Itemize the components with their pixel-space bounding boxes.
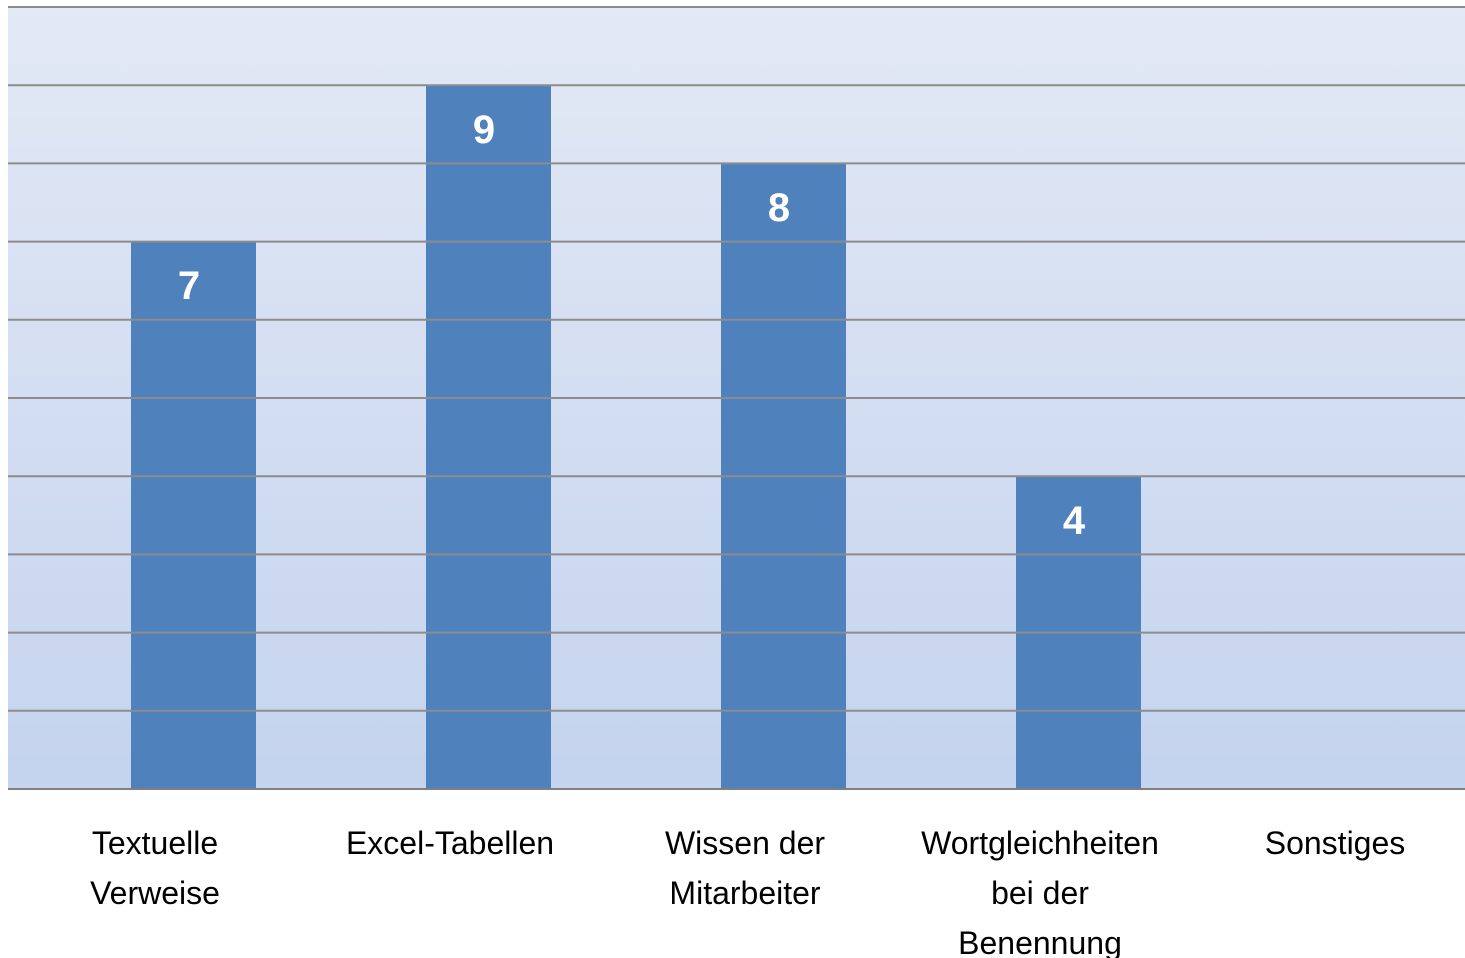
x-tick-label: Excel-Tabellen (345, 825, 555, 861)
x-tick-label: Textuelle Verweise (90, 825, 220, 911)
bar (131, 241, 256, 790)
x-tick-label: Wissen der Mitarbeiter (664, 825, 826, 911)
data-label: 7 (178, 264, 200, 308)
x-tick-label: Sonstiges (1264, 825, 1406, 861)
x-tick-label: Wortgleichheiten bei der Benennung (921, 825, 1159, 958)
bar (426, 85, 551, 789)
data-label: 8 (768, 186, 790, 230)
data-label: 4 (1063, 499, 1086, 543)
data-label: 9 (473, 108, 495, 152)
